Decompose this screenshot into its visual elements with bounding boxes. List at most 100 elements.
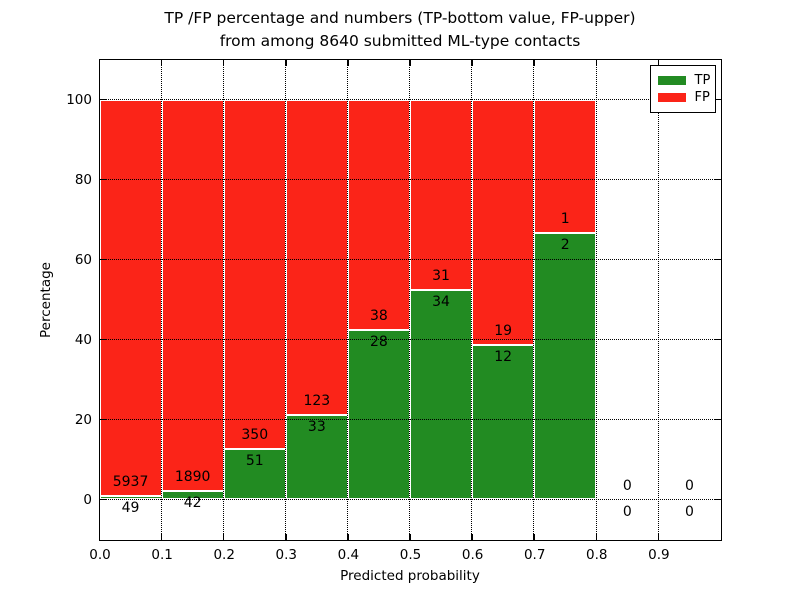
tp-count-label: 42 <box>183 494 202 511</box>
fp-bar-segment <box>347 99 410 330</box>
y-tick-left <box>99 258 106 261</box>
y-tick-right <box>714 418 721 421</box>
y-tick-label: 80 <box>74 172 92 188</box>
x-tick-top <box>409 59 411 66</box>
tp-count-label: 12 <box>494 348 513 365</box>
chart-title: TP /FP percentage and numbers (TP-bottom… <box>0 7 800 53</box>
x-tick-bottom <box>222 533 225 540</box>
y-tick-right <box>714 258 721 261</box>
x-tick-label: 0.7 <box>523 547 546 563</box>
x-tick-label: 0.9 <box>648 547 670 563</box>
x-tick-bottom <box>595 533 598 540</box>
x-tick-top <box>595 59 598 66</box>
x-tick-top <box>98 59 101 66</box>
fp-count-label: 350 <box>241 426 269 443</box>
tp-bar-segment <box>347 329 410 500</box>
chart-title-line2: from among 8640 submitted ML-type contac… <box>219 32 581 50</box>
fp-bar-segment <box>161 99 224 491</box>
tp-count-label: 51 <box>245 452 264 469</box>
x-tick-label: 0.3 <box>275 547 298 563</box>
fp-legend-swatch <box>657 92 686 102</box>
tp-count-label: 33 <box>307 418 326 435</box>
x-gridline <box>533 59 535 540</box>
x-tick-bottom <box>471 533 473 540</box>
x-tick-bottom <box>347 533 349 540</box>
x-tick-label: 0.6 <box>461 547 484 563</box>
x-tick-bottom <box>409 533 411 540</box>
legend-label: FP <box>694 89 710 105</box>
legend-label: TP <box>694 72 711 88</box>
fp-bar-segment <box>223 99 286 449</box>
fp-count-label: 0 <box>622 477 632 494</box>
x-tick-label: 0.0 <box>89 547 111 563</box>
tp-count-label: 28 <box>370 333 388 350</box>
y-tick-right <box>714 98 721 101</box>
y-tick-right <box>714 178 721 181</box>
tp-bar-segment <box>410 290 473 500</box>
x-tick-label: 0.2 <box>213 547 235 563</box>
x-gridline <box>285 59 287 540</box>
fp-count-label: 5937 <box>112 474 149 491</box>
x-gridline <box>595 59 597 540</box>
y-tick-right <box>714 498 721 501</box>
fp-count-label: 38 <box>370 307 388 324</box>
y-tick-left <box>99 418 106 421</box>
x-gridline <box>471 59 473 540</box>
x-gridline <box>222 59 224 540</box>
x-tick-bottom <box>160 533 163 540</box>
x-tick-bottom <box>657 533 660 540</box>
fp-count-label: 0 <box>684 477 694 494</box>
x-axis-label: Predicted probability <box>340 568 480 584</box>
x-gridline <box>347 59 349 540</box>
x-gridline <box>409 59 411 540</box>
x-tick-top <box>285 59 287 66</box>
y-tick-right <box>714 338 721 341</box>
y-tick-label: 100 <box>66 92 92 108</box>
y-tick-label: 40 <box>74 332 92 348</box>
fp-count-label: 31 <box>432 268 450 285</box>
x-tick-top <box>347 59 349 66</box>
x-tick-top <box>533 59 535 66</box>
x-gridline <box>657 59 659 540</box>
legend: TP FP <box>649 64 716 113</box>
x-gridline <box>160 59 162 540</box>
y-tick-label: 0 <box>83 492 92 508</box>
fp-count-label: 1890 <box>174 468 211 485</box>
fp-bar-segment <box>285 99 348 415</box>
fp-count-label: 123 <box>303 392 331 409</box>
x-tick-bottom <box>533 533 535 540</box>
fp-bar-segment <box>472 99 535 345</box>
y-axis-label: Percentage <box>38 262 54 338</box>
fp-count-label: 1 <box>560 210 570 227</box>
chart-title-line1: TP /FP percentage and numbers (TP-bottom… <box>164 9 636 27</box>
y-tick-label: 60 <box>74 252 92 268</box>
x-tick-bottom <box>98 533 101 540</box>
x-tick-top <box>222 59 225 66</box>
fp-bar-segment <box>410 99 473 291</box>
x-tick-top <box>657 59 660 66</box>
legend-row: FP <box>657 89 710 106</box>
tp-bar-segment <box>534 232 597 500</box>
y-tick-left <box>99 178 106 181</box>
fp-bar-segment <box>99 99 162 497</box>
y-tick-label: 20 <box>74 412 92 428</box>
y-tick-left <box>99 98 106 101</box>
x-tick-top <box>160 59 163 66</box>
tp-count-label: 0 <box>684 503 694 520</box>
tp-count-label: 0 <box>622 503 632 520</box>
legend-row: TP <box>657 72 711 89</box>
fp-count-label: 19 <box>494 322 513 339</box>
tp-legend-swatch <box>657 75 686 85</box>
x-tick-bottom <box>285 533 287 540</box>
x-tick-label: 0.4 <box>337 547 360 563</box>
tp-bar-segment <box>472 344 535 500</box>
x-tick-label: 0.8 <box>586 547 608 563</box>
tp-count-label: 34 <box>432 294 450 311</box>
y-tick-left <box>99 498 106 501</box>
tp-count-label: 2 <box>560 236 570 253</box>
y-tick-left <box>99 338 106 341</box>
x-tick-label: 0.1 <box>151 547 173 563</box>
tp-count-label: 49 <box>121 500 140 517</box>
x-tick-top <box>471 59 473 66</box>
